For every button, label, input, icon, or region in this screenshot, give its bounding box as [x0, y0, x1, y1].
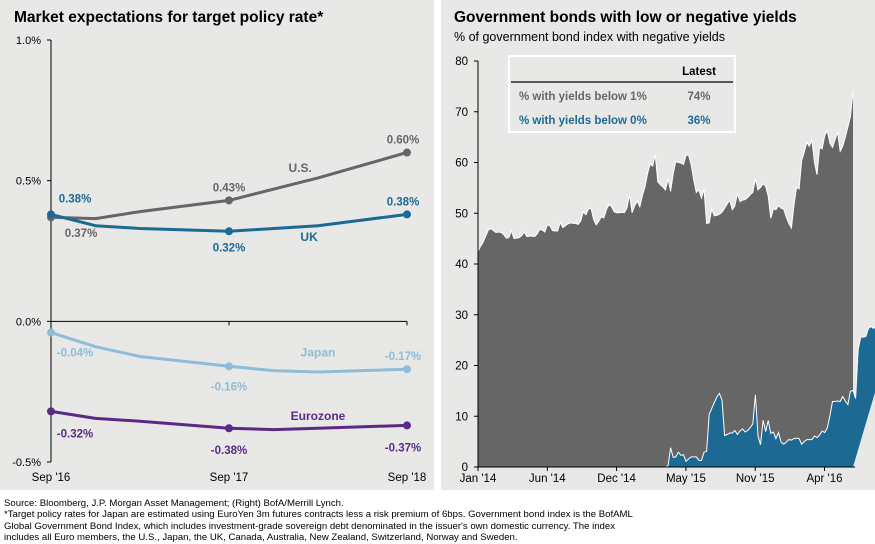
data-label: -0.17% [385, 351, 421, 363]
legend-row-label: % with yields below 1% [519, 91, 647, 103]
data-point [47, 328, 55, 337]
x-tick-label: Jan '14 [460, 473, 497, 485]
legend-table-header: Latest [682, 66, 716, 78]
legend-table-box [508, 55, 736, 133]
y-tick-label: 20 [455, 361, 468, 373]
y-tick-label: 50 [455, 208, 468, 220]
right-chart-panel: Government bonds with low or negative yi… [441, 0, 875, 490]
data-point [225, 196, 233, 205]
data-label: -0.38% [211, 445, 247, 457]
x-tick-label: Nov '15 [736, 473, 775, 485]
x-tick-label: May '15 [666, 473, 706, 485]
left-chart-panel: Market expectations for target policy ra… [0, 0, 434, 490]
series-name-label: U.S. [289, 161, 312, 175]
data-point [403, 210, 411, 219]
series-name-label: UK [300, 230, 318, 244]
data-label: -0.04% [57, 348, 93, 360]
data-point [225, 362, 233, 371]
data-label: 0.38% [59, 193, 92, 205]
y-tick-label: 10 [455, 411, 468, 423]
footnote-line: includes all Euro members, the U.S., Jap… [4, 532, 518, 544]
x-tick-label: Sep '17 [210, 472, 249, 484]
data-label: 0.38% [387, 196, 420, 208]
series-line-uk [49, 212, 409, 233]
right-chart-title: Government bonds with low or negative yi… [454, 9, 797, 26]
data-point [403, 365, 411, 374]
left-chart-title: Market expectations for target policy ra… [14, 9, 324, 26]
x-tick-label: Sep '16 [32, 472, 71, 484]
series-name-label: Japan [301, 346, 336, 360]
series-line-us [49, 151, 409, 221]
y-tick-label: 0.0% [16, 316, 41, 328]
data-label: -0.32% [57, 428, 93, 440]
legend-row-value: 36% [687, 115, 710, 127]
y-tick-label: 0 [462, 462, 468, 474]
footnote-line: Global Government Bond Index, which incl… [4, 520, 616, 532]
data-point [225, 227, 233, 236]
area-below-0pct [478, 326, 875, 467]
y-tick-label: 70 [455, 107, 468, 119]
data-label: -0.37% [385, 442, 421, 454]
x-tick-label: Jun '14 [529, 473, 566, 485]
y-tick-label: 0.5% [16, 176, 41, 188]
y-tick-label: -0.5% [12, 457, 41, 469]
data-label: 0.32% [213, 242, 246, 254]
bond-yields-area-chart: 0 10 20 30 40 50 60 70 80 Jan '14 Jun '14 Dec '14 Ma… [455, 55, 875, 485]
data-point [225, 424, 233, 433]
y-tick-label: 60 [455, 158, 468, 170]
area-outline [477, 91, 854, 252]
footnote: Source: Bloomberg, J.P. Morgan Asset Man… [4, 498, 874, 544]
data-point [47, 407, 55, 416]
legend-row-value: 74% [687, 91, 710, 103]
y-tick-label: 40 [455, 259, 468, 271]
data-point [47, 210, 55, 219]
y-tick-label: 1.0% [16, 35, 41, 47]
y-tick-label: 80 [455, 56, 468, 68]
data-point [403, 148, 411, 157]
series-name-label: Eurozone [291, 409, 346, 423]
x-tick-label: Apr '16 [806, 473, 842, 485]
data-label: 0.37% [65, 228, 98, 240]
data-label: -0.16% [211, 381, 247, 393]
data-label: 0.60% [387, 135, 420, 147]
policy-rate-line-chart: 1.0% 0.5% 0.0% -0.5% Sep '16 Sep '17 Sep '18 0.… [12, 35, 427, 484]
legend-row-label: % with yields below 0% [519, 115, 647, 127]
x-tick-label: Sep '18 [388, 472, 427, 484]
footnote-source: Source: Bloomberg, J.P. Morgan Asset Man… [4, 498, 344, 509]
y-tick-label: 30 [455, 310, 468, 322]
data-label: 0.43% [213, 182, 246, 194]
right-chart-subtitle: % of government bond index with negative… [454, 30, 725, 44]
x-tick-label: Dec '14 [597, 473, 636, 485]
footnote-line: *Target policy rates for Japan are estim… [4, 509, 633, 521]
area-below-1pct [478, 91, 853, 468]
data-point [403, 421, 411, 430]
